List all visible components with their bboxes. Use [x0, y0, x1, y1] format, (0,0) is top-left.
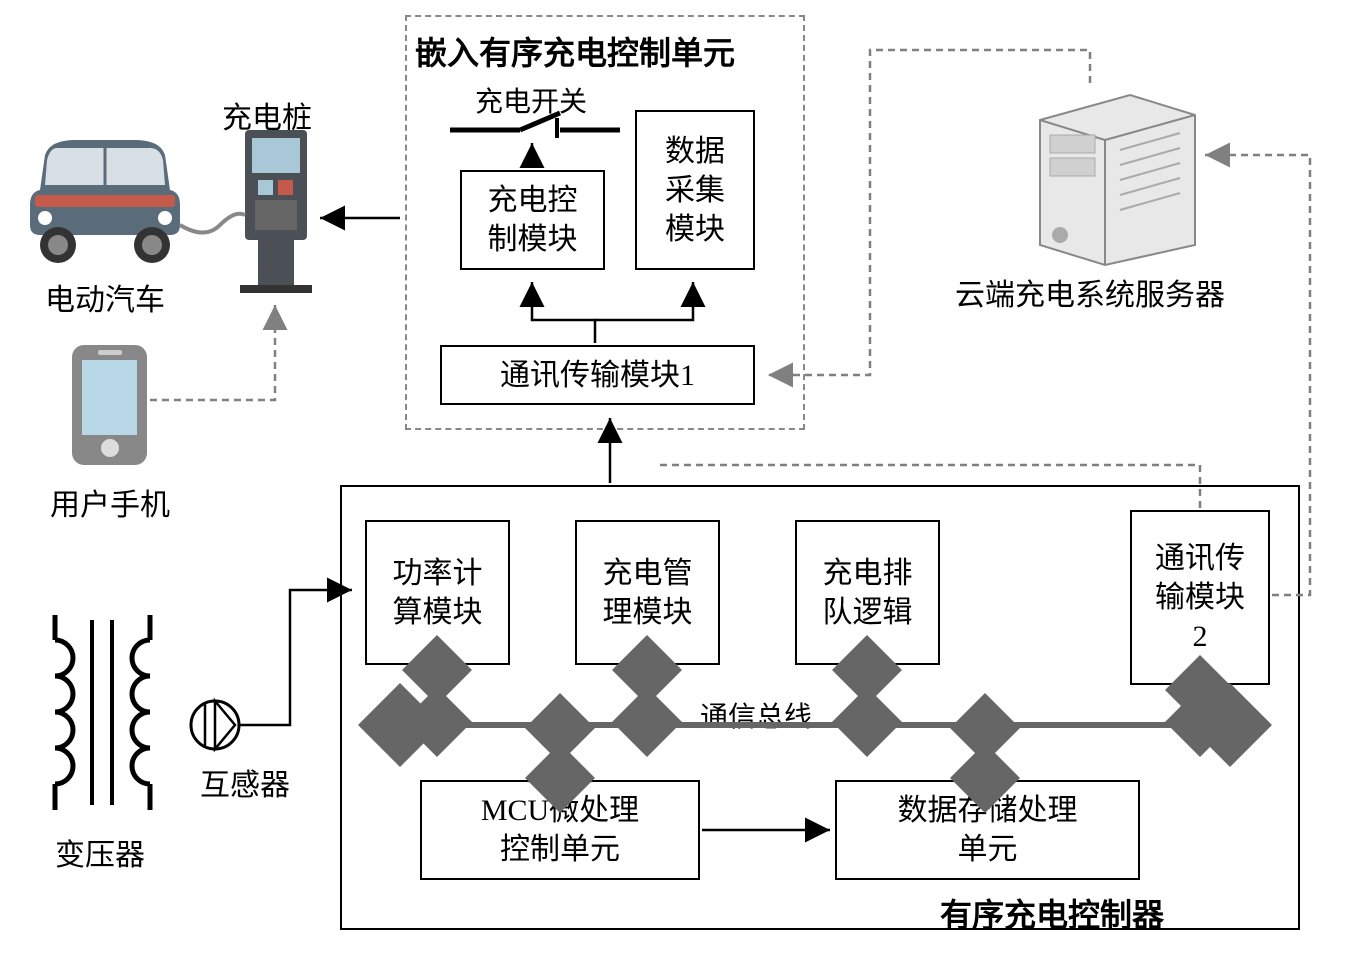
ct-sensor-icon — [191, 701, 239, 749]
charging-pile-icon — [240, 130, 312, 293]
ev-car-label: 电动汽车 — [45, 275, 165, 319]
arrow-ct-to-powercalc — [240, 590, 352, 725]
data-collect-module-box: 数据 采集 模块 — [635, 110, 755, 270]
charge-queue-box: 充电排 队逻辑 — [795, 520, 940, 665]
comm-module-2-box: 通讯传 输模块 2 — [1130, 510, 1270, 685]
ct-sensor-label: 互感器 — [200, 760, 290, 804]
comm-module-1-box: 通讯传输模块1 — [440, 345, 755, 405]
charge-mgmt-text: 充电管 理模块 — [603, 554, 693, 632]
storage-box: 数据存储处理 单元 — [835, 780, 1140, 880]
arrow-server-to-comm1 — [768, 50, 1090, 375]
charge-switch-label: 充电开关 — [475, 80, 587, 120]
transformer-label: 变压器 — [55, 830, 145, 874]
comm-module-1-text: 通讯传输模块1 — [500, 356, 695, 395]
cloud-server-label: 云端充电系统服务器 — [955, 270, 1225, 314]
arrow-phone-to-pile — [150, 305, 275, 400]
power-calc-box: 功率计 算模块 — [365, 520, 510, 665]
user-phone-icon — [72, 345, 147, 465]
transformer-icon — [55, 615, 150, 810]
charge-mgmt-box: 充电管 理模块 — [575, 520, 720, 665]
cloud-server-icon — [1040, 95, 1195, 265]
embedded-unit-title: 嵌入有序充电控制单元 — [415, 28, 735, 74]
charge-queue-text: 充电排 队逻辑 — [823, 554, 913, 632]
power-calc-text: 功率计 算模块 — [393, 554, 483, 632]
charge-control-module-text: 充电控 制模块 — [488, 181, 578, 259]
comm-bus-label: 通信总线 — [700, 695, 812, 735]
mcu-text: MCU微处理 控制单元 — [481, 791, 639, 869]
charging-pile-label: 充电桩 — [222, 93, 312, 137]
storage-text: 数据存储处理 单元 — [898, 791, 1078, 869]
user-phone-label: 用户手机 — [50, 480, 170, 524]
ordered-controller-title: 有序充电控制器 — [940, 890, 1164, 936]
mcu-box: MCU微处理 控制单元 — [420, 780, 700, 880]
comm-module-2-text: 通讯传 输模块 2 — [1155, 539, 1245, 656]
ev-car-icon — [30, 140, 180, 263]
charge-control-module-box: 充电控 制模块 — [460, 170, 605, 270]
data-collect-module-text: 数据 采集 模块 — [665, 132, 725, 249]
